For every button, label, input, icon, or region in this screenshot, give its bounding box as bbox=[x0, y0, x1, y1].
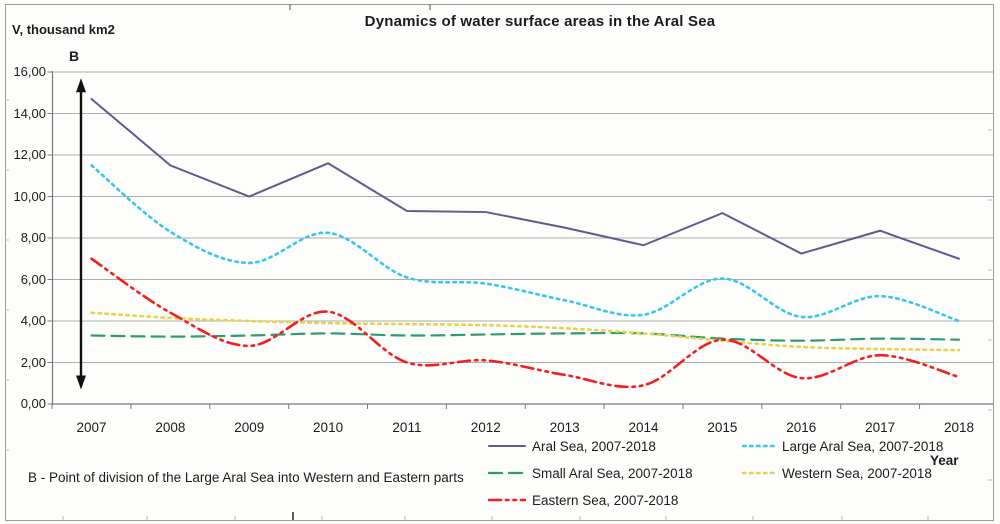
x-tick-label-2009: 2009 bbox=[234, 420, 265, 435]
legend-label-western-sea-2007-2018: Western Sea, 2007-2018 bbox=[782, 465, 932, 481]
x-tick-label-2011: 2011 bbox=[392, 420, 422, 435]
legend-swatch-eastern-sea-2007-2018 bbox=[488, 498, 526, 502]
legend-item-aral-sea-2007-2018: Aral Sea, 2007-2018 bbox=[488, 438, 656, 454]
x-tick-label-2018: 2018 bbox=[943, 420, 974, 435]
legend-label-aral-sea-2007-2018: Aral Sea, 2007-2018 bbox=[532, 438, 656, 454]
legend-label-eastern-sea-2007-2018: Eastern Sea, 2007-2018 bbox=[532, 492, 679, 508]
x-tick-label-2017: 2017 bbox=[865, 420, 896, 435]
x-tick-label-2008: 2008 bbox=[155, 420, 186, 435]
y-tick-label-10-00: 10,00 bbox=[13, 188, 46, 204]
x-tick-label-2012: 2012 bbox=[470, 420, 501, 435]
series-line-large-aral-sea-2007-2018 bbox=[90, 164, 961, 323]
legend-item-large-aral-sea-2007-2018: Large Aral Sea, 2007-2018 bbox=[742, 438, 943, 454]
series-line-small-aral-sea-2007-2018 bbox=[90, 331, 961, 342]
legend-label-small-aral-sea-2007-2018: Small Aral Sea, 2007-2018 bbox=[532, 465, 693, 481]
y-tick-label-14-00: 14,00 bbox=[13, 105, 46, 121]
y-tick-label-6-00: 6,00 bbox=[20, 271, 46, 287]
y-tick-label-8-00: 8,00 bbox=[20, 230, 46, 245]
x-tick-label-2015: 2015 bbox=[707, 420, 738, 435]
legend-item-eastern-sea-2007-2018: Eastern Sea, 2007-2018 bbox=[488, 492, 678, 508]
point-b-label: B bbox=[69, 48, 80, 64]
point-b-arrowhead-top bbox=[76, 78, 86, 93]
legend-item-small-aral-sea-2007-2018: Small Aral Sea, 2007-2018 bbox=[488, 465, 693, 481]
legend-item-western-sea-2007-2018: Western Sea, 2007-2018 bbox=[742, 465, 932, 481]
chart-outer-frame bbox=[5, 4, 994, 521]
x-tick-label-2016: 2016 bbox=[786, 420, 817, 435]
y-tick-label-16-00: 16,00 bbox=[13, 64, 46, 79]
x-tick-label-2007: 2007 bbox=[76, 420, 107, 435]
y-tick-label-4-00: 4,00 bbox=[20, 313, 46, 328]
series-line-western-sea-2007-2018 bbox=[90, 311, 961, 352]
y-tick-label-12-00: 12,00 bbox=[13, 147, 46, 162]
legend-swatch-aral-sea-2007-2018 bbox=[488, 445, 526, 447]
x-tick-label-2013: 2013 bbox=[549, 420, 580, 435]
x-tick-label-2014: 2014 bbox=[628, 420, 659, 435]
chart-title: Dynamics of water surface areas in the A… bbox=[364, 13, 716, 30]
legend-label-large-aral-sea-2007-2018: Large Aral Sea, 2007-2018 bbox=[782, 438, 944, 454]
legend-swatch-large-aral-sea-2007-2018 bbox=[742, 444, 776, 448]
y-tick-label-2-00: 2,00 bbox=[20, 354, 46, 370]
x-axis-title: Year bbox=[930, 453, 959, 468]
legend-swatch-western-sea-2007-2018 bbox=[742, 471, 776, 475]
series-line-aral-sea-2007-2018 bbox=[90, 97, 960, 260]
legend-swatch-small-aral-sea-2007-2018 bbox=[488, 471, 526, 475]
series-line-eastern-sea-2007-2018 bbox=[90, 257, 961, 389]
point-b-arrowhead-bottom bbox=[76, 375, 86, 390]
footnote-text: B - Point of division of the Large Aral … bbox=[28, 470, 464, 485]
x-tick-label-2010: 2010 bbox=[313, 420, 344, 435]
y-tick-label-0-00: 0,00 bbox=[20, 396, 46, 411]
y-axis-title: V, thousand km2 bbox=[12, 22, 115, 37]
